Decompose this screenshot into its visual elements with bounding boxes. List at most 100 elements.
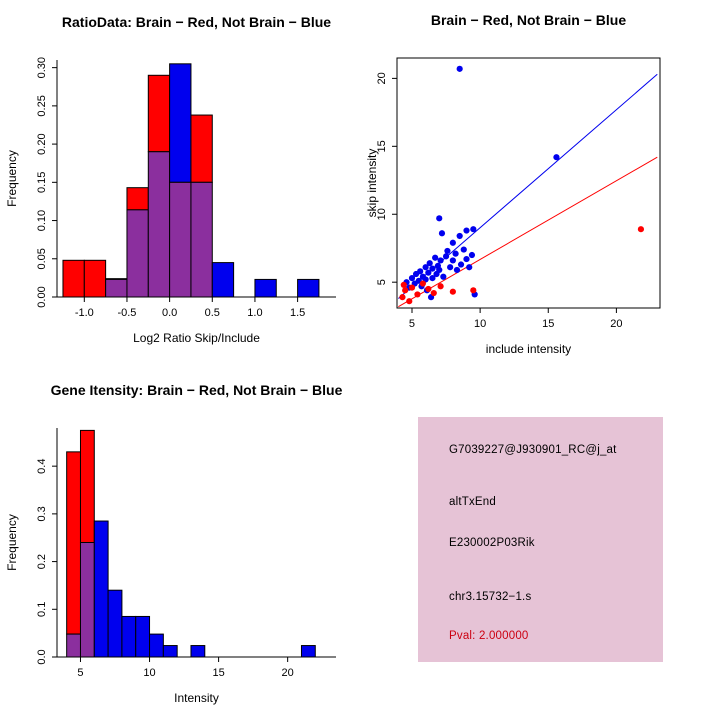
- scatter-point-blue: [429, 265, 436, 272]
- scatter-point-blue: [449, 239, 456, 246]
- y-tick-label: 0.3: [36, 506, 48, 521]
- y-tick-label: 0.05: [36, 248, 48, 269]
- scatter-point-blue: [417, 268, 424, 275]
- y-tick-label: 15: [376, 140, 388, 152]
- x-tick-label: 1.0: [247, 307, 262, 319]
- info-line-2: E230002P03Rik: [449, 537, 535, 549]
- scatter-point-blue: [426, 260, 433, 267]
- hist-bar-overlap: [147, 151, 171, 298]
- hist-bar-overlap: [169, 181, 192, 298]
- y-tick-label: 0.1: [36, 602, 48, 617]
- y-tick-label: 0.2: [36, 554, 48, 569]
- chart-title: RatioData: Brain − Red, Not Brain − Blue: [62, 14, 331, 30]
- scatter-point-blue: [466, 264, 473, 271]
- hist-bar-overlap: [190, 181, 213, 298]
- scatter-point-blue: [463, 227, 470, 234]
- y-axis-label: Frequency: [5, 514, 19, 571]
- scatter-point-red: [408, 284, 416, 291]
- scatter-point-blue: [425, 269, 432, 276]
- scatter-point-red: [402, 287, 409, 294]
- scatter-point-blue: [442, 253, 450, 260]
- y-axis-label: Frequency: [5, 150, 19, 207]
- gene-intensity-histogram-panel: Gene Itensity: Brain − Red, Not Brain − …: [5, 382, 343, 705]
- x-tick-label: 20: [610, 318, 622, 330]
- hist-bar: [93, 520, 109, 658]
- y-tick-label: 0.20: [36, 133, 48, 154]
- scatter-point-red: [430, 289, 437, 297]
- scatter-point-blue: [429, 275, 436, 282]
- hist-bar: [300, 645, 316, 658]
- x-tick-label: 5: [77, 667, 83, 679]
- hist-bar: [107, 589, 123, 658]
- scatter-point-blue: [460, 246, 467, 253]
- info-line-4: Pval: 2.000000: [449, 630, 529, 642]
- scatter-point-red: [470, 287, 477, 294]
- plot-box: [396, 57, 661, 309]
- scatter-point-blue: [456, 65, 463, 72]
- scatter-point-blue: [432, 254, 439, 261]
- hist-bar: [211, 262, 235, 298]
- scatter-point-blue: [408, 275, 416, 282]
- scatter-point-blue: [438, 230, 446, 237]
- x-tick-label: 20: [282, 667, 294, 679]
- scatter-point-red: [449, 288, 456, 295]
- y-tick-label: 0.00: [36, 286, 48, 307]
- hist-bar-overlap: [105, 278, 128, 298]
- y-axis-label: skip intensity: [365, 149, 379, 218]
- y-tick-label: 0.0: [36, 649, 48, 664]
- hist-bar: [149, 633, 164, 658]
- x-tick-label: 10: [474, 318, 486, 330]
- hist-bar: [169, 63, 192, 183]
- scatter-point-blue: [436, 266, 443, 274]
- scatter-point-blue: [470, 226, 477, 233]
- scatter-point-red: [414, 291, 421, 298]
- y-tick-label: 0.25: [36, 95, 48, 116]
- hist-bar: [162, 645, 178, 658]
- scatter-point-red: [637, 226, 645, 233]
- scatter-point-blue: [447, 264, 454, 271]
- info-line-3: chr3.15732−1.s: [449, 591, 532, 603]
- scatter-point-red: [437, 283, 444, 290]
- hist-bar: [135, 615, 151, 658]
- hist-bar-overlap: [66, 633, 81, 658]
- intensity-scatter-panel: Brain − Red, Not Brain − Blue include int…: [365, 12, 661, 356]
- chart-title: Gene Itensity: Brain − Red, Not Brain − …: [51, 382, 343, 398]
- scatter-point-blue: [440, 273, 447, 280]
- scatter-point-blue: [449, 257, 456, 264]
- scatter-point-blue: [452, 250, 459, 257]
- red-fit-line: [398, 156, 658, 308]
- x-tick-label: 5: [409, 318, 415, 330]
- scatter-point-blue: [463, 255, 470, 263]
- scatter-point-blue: [468, 251, 476, 259]
- x-axis-label: Intensity: [174, 691, 219, 705]
- scatter-point-red: [425, 285, 432, 293]
- scatter-point-blue: [422, 264, 429, 271]
- x-tick-label: 1.5: [290, 307, 305, 319]
- scatter-point-red: [400, 281, 407, 289]
- x-tick-label: 0.0: [162, 307, 177, 319]
- y-tick-label: 10: [376, 208, 388, 220]
- scatter-point-blue: [444, 247, 451, 255]
- hist-bar: [62, 259, 85, 298]
- ratio-histogram-panel: RatioData: Brain − Red, Not Brain − Blue…: [5, 14, 336, 345]
- x-tick-label: -0.5: [117, 307, 136, 319]
- y-tick-label: 5: [376, 279, 388, 285]
- hist-bar: [79, 429, 95, 543]
- x-axis-label: Log2 Ratio Skip/Include: [133, 331, 260, 345]
- hist-bar: [126, 187, 149, 211]
- hist-bar: [83, 259, 107, 298]
- scatter-point-blue: [437, 257, 444, 264]
- y-tick-label: 0.4: [36, 459, 48, 474]
- hist-bar-overlap: [126, 209, 149, 298]
- hist-bar: [190, 645, 206, 658]
- x-tick-label: 10: [143, 667, 155, 679]
- info-line-0: G7039227@J930901_RC@j_at: [449, 444, 617, 456]
- x-axis-label: include intensity: [486, 342, 571, 356]
- chart-title: Brain − Red, Not Brain − Blue: [431, 12, 626, 28]
- scatter-point-red: [399, 294, 406, 301]
- hist-bar: [147, 74, 171, 153]
- hist-bar: [121, 615, 137, 658]
- scatter-point-blue: [453, 266, 461, 274]
- y-tick-label: 0.30: [36, 57, 48, 78]
